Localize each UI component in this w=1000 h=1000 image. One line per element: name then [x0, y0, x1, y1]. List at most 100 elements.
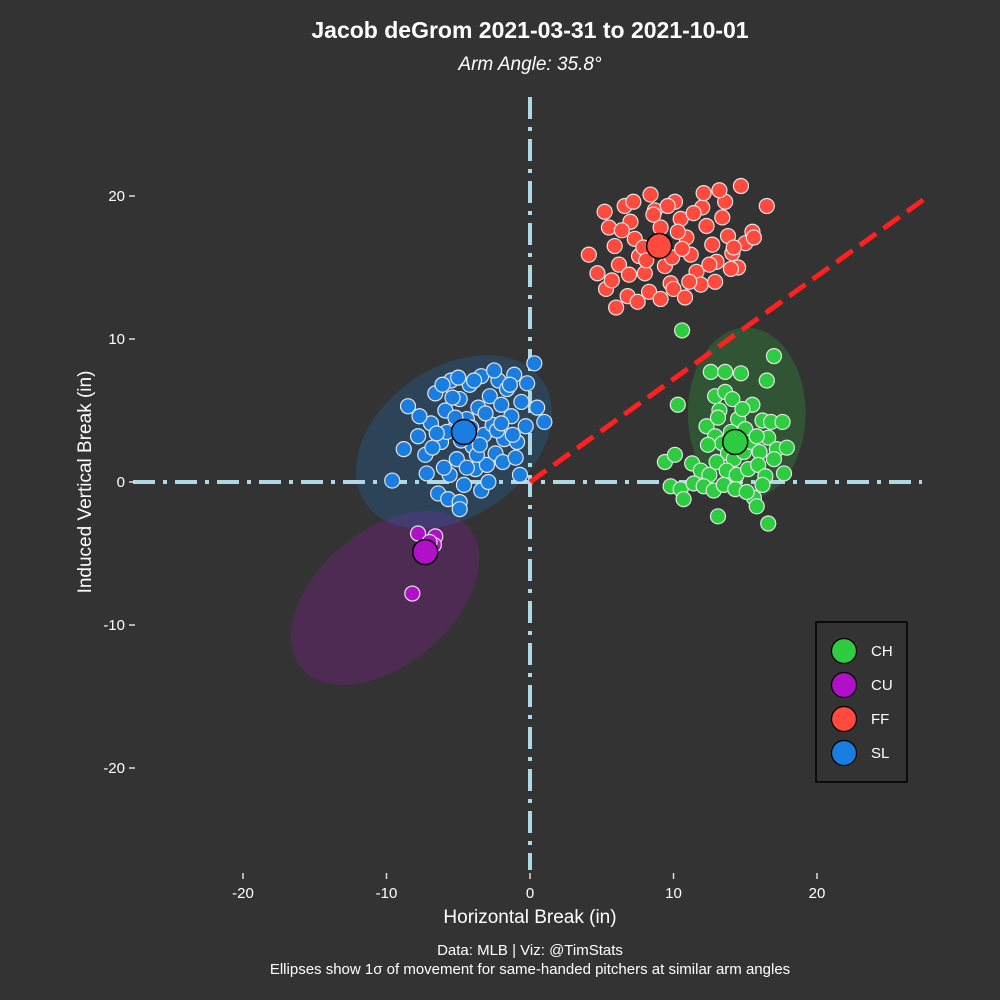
- point-sl: [444, 389, 461, 406]
- point-ff: [707, 273, 724, 290]
- point-ff: [698, 217, 715, 235]
- point-sl: [478, 456, 496, 473]
- legend-label-cu: CU: [871, 677, 893, 694]
- caption-line-2: Ellipses show 1σ of movement for same-ha…: [270, 961, 790, 978]
- point-ch: [748, 428, 765, 445]
- point-cu: [404, 585, 421, 602]
- point-ch: [709, 409, 727, 426]
- point-sl: [395, 441, 412, 458]
- point-sl: [507, 449, 524, 466]
- point-sl: [455, 476, 473, 493]
- point-ff: [625, 193, 642, 210]
- point-ff: [638, 252, 655, 269]
- point-sl: [451, 501, 468, 518]
- chart-title: Jacob deGrom 2021-03-31 to 2021-10-01: [311, 17, 748, 43]
- point-sl: [511, 466, 529, 483]
- point-ch: [754, 476, 771, 493]
- point-ff: [645, 206, 662, 223]
- point-ff: [629, 293, 646, 310]
- y-tick-label: 0: [117, 474, 125, 491]
- point-sl: [450, 369, 467, 386]
- point-ch: [732, 365, 750, 382]
- y-tick-label: -10: [103, 617, 125, 634]
- x-tick-label: -10: [376, 885, 398, 902]
- point-ff: [714, 209, 731, 226]
- y-tick-label: 20: [108, 188, 125, 205]
- y-axis-title: Induced Vertical Break (in): [75, 371, 96, 594]
- point-sl: [536, 413, 553, 431]
- legend-key-ch: [830, 637, 858, 665]
- point-sl: [493, 396, 510, 413]
- mean-ch: [721, 428, 749, 456]
- x-tick-label: 0: [526, 885, 534, 902]
- arm-angle-line: [528, 196, 927, 485]
- point-sl: [519, 375, 536, 392]
- point-ff: [596, 203, 613, 220]
- point-ch: [738, 483, 755, 501]
- point-ff: [674, 240, 691, 258]
- point-ff: [676, 289, 694, 306]
- y-tick-label: 10: [108, 331, 125, 348]
- x-axis-title: Horizontal Break (in): [443, 907, 616, 928]
- point-ff: [607, 299, 625, 316]
- mean-cu: [411, 538, 439, 566]
- point-sl: [501, 376, 519, 393]
- point-ch: [724, 390, 741, 408]
- point-sl: [428, 425, 445, 442]
- legend-key-sl: [830, 739, 858, 767]
- point-sl: [409, 428, 427, 445]
- point-ch: [669, 396, 686, 413]
- point-ff: [610, 256, 628, 273]
- point-sl: [480, 473, 497, 491]
- point-ch: [717, 363, 734, 380]
- point-ch: [734, 400, 751, 418]
- point-sl: [517, 418, 534, 435]
- point-ch: [709, 508, 727, 525]
- point-sl: [513, 393, 530, 411]
- point-sl: [424, 439, 441, 456]
- legend-box: [815, 621, 908, 783]
- legend-label-ch: CH: [871, 643, 893, 660]
- point-ff: [681, 273, 698, 290]
- point-ch: [750, 456, 767, 473]
- legend-key-ff: [830, 705, 858, 733]
- point-ch: [675, 491, 692, 508]
- point-ch: [702, 363, 719, 380]
- point-sl: [384, 472, 401, 489]
- point-ch: [778, 439, 795, 456]
- legend-label-sl: SL: [871, 745, 889, 762]
- x-tick-label: -20: [232, 885, 254, 902]
- point-ff: [641, 283, 658, 300]
- point-ff: [603, 272, 620, 289]
- point-sl: [418, 465, 435, 482]
- y-tick-label: -20: [103, 760, 125, 777]
- point-ff: [722, 260, 740, 278]
- point-ch: [760, 515, 777, 532]
- point-ch: [775, 465, 793, 482]
- chart-subtitle: Arm Angle: 35.8°: [457, 54, 602, 75]
- mean-sl: [450, 418, 478, 446]
- point-ff: [589, 265, 606, 282]
- point-ff: [695, 185, 712, 202]
- point-ch: [758, 372, 775, 389]
- point-ch: [674, 322, 691, 339]
- point-ff: [620, 266, 638, 283]
- caption-line-1: Data: MLB | Viz: @TimStats: [437, 942, 623, 959]
- point-sl: [477, 405, 494, 422]
- point-sl: [411, 408, 428, 425]
- point-sl: [471, 436, 488, 453]
- point-ff: [701, 256, 718, 273]
- point-ff: [669, 223, 686, 240]
- point-ff: [606, 237, 623, 255]
- point-ff: [758, 197, 775, 215]
- point-ff: [704, 236, 721, 253]
- point-ff: [711, 182, 728, 199]
- point-sl: [481, 388, 498, 405]
- point-sl: [458, 459, 475, 476]
- point-ch: [666, 446, 684, 463]
- point-sl: [529, 399, 546, 416]
- point-sl: [504, 426, 521, 443]
- point-sl: [434, 376, 451, 393]
- mean-ff: [645, 232, 673, 260]
